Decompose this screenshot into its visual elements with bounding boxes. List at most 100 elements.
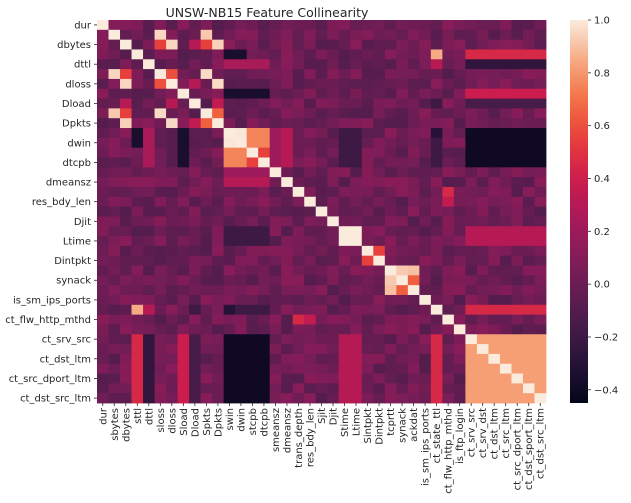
heatmap-cell: [246, 294, 259, 306]
heatmap-cell: [258, 167, 271, 178]
heatmap-cell: [258, 118, 271, 129]
heatmap-cell: [453, 108, 466, 119]
heatmap-cell: [499, 304, 512, 316]
heatmap-cell: [442, 265, 455, 276]
heatmap-cell: [373, 304, 386, 316]
heatmap-cell: [143, 157, 155, 168]
heatmap-cell: [476, 137, 489, 149]
heatmap-cell: [419, 226, 432, 237]
heatmap-cell: [338, 147, 351, 158]
heatmap-cell: [131, 29, 144, 41]
heatmap-cell: [212, 285, 225, 296]
heatmap-cell: [373, 245, 386, 257]
heatmap-cell: [258, 98, 271, 109]
heatmap-cell: [258, 59, 271, 70]
heatmap-cell: [465, 255, 478, 266]
heatmap-cell: [154, 373, 167, 384]
heatmap-cell: [488, 226, 501, 237]
heatmap-cell: [442, 20, 455, 31]
heatmap-cell: [350, 275, 363, 286]
heatmap-cell: [177, 78, 190, 90]
heatmap-cell: [511, 294, 524, 306]
heatmap-cell: [292, 265, 305, 276]
heatmap-cell: [476, 334, 489, 345]
heatmap-cell: [223, 255, 236, 266]
x-tick-label: Djit: [329, 408, 340, 425]
heatmap-cell: [476, 324, 489, 335]
heatmap-cell: [108, 39, 121, 50]
heatmap-cell: [281, 20, 294, 31]
x-tick-label: dmeansz: [283, 408, 294, 453]
heatmap-cell: [361, 324, 374, 335]
heatmap-cell: [534, 39, 547, 50]
heatmap-cell: [419, 236, 432, 247]
heatmap-cell: [235, 118, 248, 129]
heatmap-cell: [511, 118, 524, 129]
heatmap-cell: [465, 69, 478, 80]
heatmap-cell: [177, 98, 190, 109]
heatmap-cell: [315, 216, 328, 227]
heatmap-cell: [534, 393, 547, 404]
heatmap-cell: [189, 353, 202, 365]
heatmap-cell: [327, 59, 340, 70]
heatmap-cell: [350, 59, 363, 70]
heatmap-cell: [154, 255, 167, 266]
heatmap-cell: [407, 98, 420, 109]
heatmap-cell: [281, 245, 294, 257]
heatmap-cell: [442, 245, 455, 257]
heatmap-cell: [108, 59, 121, 70]
heatmap-cell: [131, 137, 144, 149]
heatmap-cell: [223, 236, 236, 247]
heatmap-cell: [338, 324, 351, 335]
heatmap-cell: [120, 324, 132, 335]
heatmap-cell: [476, 29, 489, 41]
heatmap-cell: [292, 344, 305, 355]
heatmap-cell: [522, 304, 535, 316]
heatmap-cell: [396, 147, 409, 158]
heatmap-cell: [281, 373, 294, 384]
heatmap-cell: [338, 304, 351, 316]
heatmap-cell: [384, 78, 397, 90]
heatmap-cell: [338, 373, 351, 384]
heatmap-cell: [465, 294, 478, 306]
heatmap-cell: [361, 88, 374, 99]
heatmap-cell: [511, 88, 524, 99]
heatmap-cell: [235, 20, 248, 31]
heatmap-cell: [154, 78, 167, 90]
heatmap-cell: [350, 236, 363, 247]
heatmap-cell: [407, 344, 420, 355]
heatmap-cell: [235, 363, 248, 374]
x-tick-label: ct_dst_src_ltm: [536, 408, 547, 479]
heatmap-cell: [396, 108, 409, 119]
heatmap-cell: [189, 314, 202, 325]
heatmap-cell: [476, 285, 489, 296]
heatmap-cell: [292, 383, 305, 394]
heatmap-cell: [488, 294, 501, 306]
heatmap-cell: [212, 78, 225, 90]
heatmap-cell: [200, 39, 213, 50]
heatmap-cell: [361, 137, 374, 149]
heatmap-cell: [235, 98, 248, 109]
heatmap-cell: [258, 216, 271, 227]
heatmap-cell: [120, 216, 132, 227]
heatmap-cell: [396, 334, 409, 345]
heatmap-cell: [143, 98, 155, 109]
heatmap-cell: [453, 20, 466, 31]
heatmap-cell: [120, 108, 132, 119]
heatmap-cell: [108, 128, 121, 139]
heatmap-cell: [488, 29, 501, 41]
heatmap-cell: [304, 255, 317, 266]
heatmap-cell: [108, 226, 121, 237]
heatmap-cell: [281, 186, 294, 198]
heatmap-cell: [499, 39, 512, 50]
heatmap-cell: [120, 363, 132, 374]
heatmap-cell: [453, 245, 466, 257]
heatmap-cell: [223, 304, 236, 316]
heatmap-cell: [315, 285, 328, 296]
heatmap-cell: [258, 363, 271, 374]
heatmap-cell: [338, 39, 351, 50]
heatmap-cell: [120, 20, 132, 31]
heatmap-cell: [292, 294, 305, 306]
heatmap-cell: [304, 167, 317, 178]
heatmap-cell: [108, 137, 121, 149]
